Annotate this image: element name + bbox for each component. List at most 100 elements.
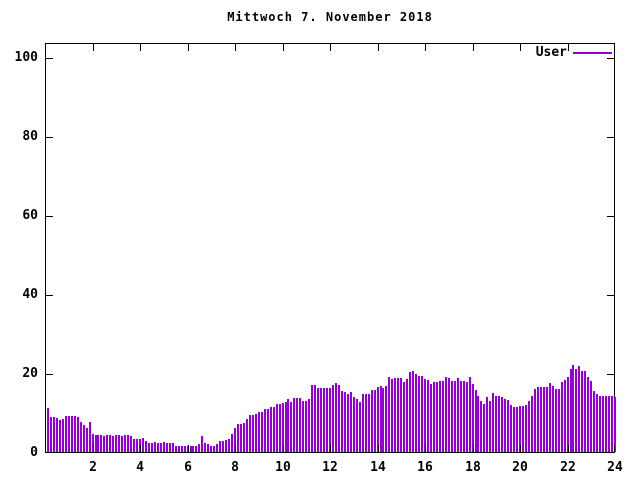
bar bbox=[418, 376, 420, 452]
bar bbox=[341, 391, 343, 452]
bar bbox=[347, 394, 349, 452]
bar bbox=[86, 428, 88, 452]
bar bbox=[495, 396, 497, 452]
bar bbox=[56, 418, 58, 452]
bar bbox=[308, 399, 310, 452]
bar bbox=[65, 416, 67, 452]
bar bbox=[353, 397, 355, 452]
bar bbox=[142, 438, 144, 452]
bar bbox=[296, 398, 298, 452]
bar bbox=[516, 407, 518, 452]
bar bbox=[299, 398, 301, 452]
bar bbox=[436, 382, 438, 452]
x-tick-mirror bbox=[188, 44, 189, 51]
bar bbox=[166, 443, 168, 452]
bar bbox=[584, 371, 586, 452]
bar bbox=[71, 416, 73, 452]
x-tick bbox=[235, 445, 236, 452]
bar bbox=[92, 434, 94, 452]
bar bbox=[424, 379, 426, 452]
bar bbox=[368, 394, 370, 452]
bar bbox=[157, 443, 159, 452]
bar bbox=[472, 384, 474, 452]
y-tick-mirror bbox=[607, 216, 614, 217]
bar bbox=[486, 397, 488, 452]
bar bbox=[234, 428, 236, 452]
bar bbox=[480, 401, 482, 452]
bar bbox=[549, 383, 551, 452]
bar bbox=[290, 402, 292, 452]
bar bbox=[106, 435, 108, 452]
bar bbox=[270, 407, 272, 452]
x-tick bbox=[93, 445, 94, 452]
bar bbox=[608, 396, 610, 452]
x-tick-label: 20 bbox=[512, 460, 528, 475]
bar bbox=[572, 365, 574, 452]
chart-title: Mittwoch 7. November 2018 bbox=[227, 10, 433, 24]
bar bbox=[510, 405, 512, 452]
y-tick bbox=[46, 295, 53, 296]
bar bbox=[439, 381, 441, 452]
bar bbox=[62, 419, 64, 452]
bar bbox=[388, 377, 390, 452]
bar bbox=[409, 372, 411, 452]
bar bbox=[178, 446, 180, 452]
bar bbox=[255, 414, 257, 452]
bar bbox=[74, 416, 76, 452]
x-tick bbox=[188, 445, 189, 452]
bar bbox=[175, 446, 177, 452]
bar bbox=[285, 402, 287, 452]
x-tick bbox=[283, 445, 284, 452]
bar bbox=[121, 436, 123, 452]
bar bbox=[89, 422, 91, 452]
bar bbox=[192, 446, 194, 452]
bar bbox=[561, 382, 563, 452]
bar bbox=[415, 374, 417, 452]
bar bbox=[112, 436, 114, 452]
bar bbox=[53, 417, 55, 452]
bar bbox=[365, 394, 367, 452]
bar bbox=[454, 381, 456, 452]
bar bbox=[148, 443, 150, 452]
bar bbox=[483, 404, 485, 452]
x-tick-mirror bbox=[93, 44, 94, 51]
bar bbox=[519, 406, 521, 452]
bar bbox=[80, 422, 82, 452]
bar bbox=[460, 381, 462, 452]
x-tick-label: 2 bbox=[89, 460, 97, 475]
bar bbox=[374, 390, 376, 452]
bar bbox=[344, 392, 346, 452]
bar bbox=[258, 412, 260, 452]
bar bbox=[403, 382, 405, 452]
bar bbox=[130, 436, 132, 452]
bar bbox=[276, 404, 278, 452]
bar bbox=[377, 387, 379, 452]
bar bbox=[302, 401, 304, 452]
bar bbox=[477, 396, 479, 452]
x-tick-label: 4 bbox=[136, 460, 144, 475]
bar bbox=[433, 382, 435, 452]
bar bbox=[222, 441, 224, 452]
bar bbox=[261, 412, 263, 452]
bar bbox=[326, 388, 328, 452]
x-tick-mirror bbox=[378, 44, 379, 51]
bar bbox=[394, 378, 396, 452]
bar bbox=[103, 436, 105, 452]
bar bbox=[249, 415, 251, 452]
x-tick-mirror bbox=[425, 44, 426, 51]
bar bbox=[225, 440, 227, 452]
y-tick bbox=[46, 137, 53, 138]
bar bbox=[469, 377, 471, 452]
x-tick-mirror bbox=[140, 44, 141, 51]
bar bbox=[385, 386, 387, 452]
bar bbox=[421, 376, 423, 452]
bar bbox=[581, 371, 583, 452]
bar bbox=[118, 435, 120, 452]
bar bbox=[397, 378, 399, 452]
bar bbox=[599, 396, 601, 452]
x-tick-label: 6 bbox=[184, 460, 192, 475]
y-tick-label: 60 bbox=[22, 208, 38, 223]
bar bbox=[540, 387, 542, 452]
bar bbox=[525, 405, 527, 452]
bar bbox=[451, 381, 453, 452]
